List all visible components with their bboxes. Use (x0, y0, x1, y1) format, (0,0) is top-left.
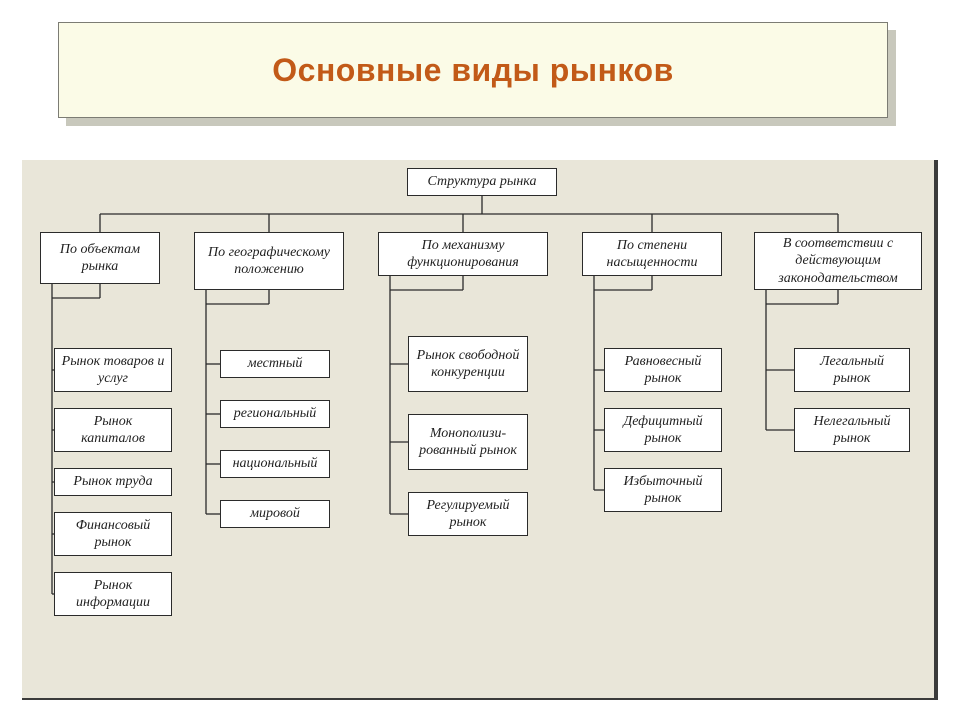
node-leaf-0-1: Рынок капиталов (54, 408, 172, 452)
node-leaf-3-1: Дефицитный рынок (604, 408, 722, 452)
node-leaf-1-1: региональный (220, 400, 330, 428)
title-text: Основные виды рынков (272, 52, 673, 89)
diagram-area: Структура рынка По объектам рынка Рынок то… (22, 160, 938, 700)
node-leaf-4-1: Нелегальный рынок (794, 408, 910, 452)
title-box: Основные виды рынков (58, 22, 888, 118)
node-leaf-1-3: мировой (220, 500, 330, 528)
node-leaf-0-2: Рынок труда (54, 468, 172, 496)
node-category-3: По степени насыщенности (582, 232, 722, 276)
node-category-4: В соответствии с действующим законодател… (754, 232, 922, 290)
node-leaf-3-0: Равновесный рынок (604, 348, 722, 392)
node-category-2: По механизму функционирования (378, 232, 548, 276)
node-leaf-2-0: Рынок свободной конкуренции (408, 336, 528, 392)
node-leaf-0-3: Финансовый рынок (54, 512, 172, 556)
node-leaf-2-1: Монополизи- рованный рынок (408, 414, 528, 470)
slide: Основные виды рынков Структура рынка По о… (0, 0, 960, 720)
node-leaf-4-0: Легальный рынок (794, 348, 910, 392)
node-category-0: По объектам рынка (40, 232, 160, 284)
node-category-1: По географическому положению (194, 232, 344, 290)
node-leaf-2-2: Регулируемый рынок (408, 492, 528, 536)
node-leaf-0-4: Рынок информации (54, 572, 172, 616)
node-leaf-0-0: Рынок товаров и услуг (54, 348, 172, 392)
node-leaf-1-2: национальный (220, 450, 330, 478)
node-leaf-3-2: Избыточный рынок (604, 468, 722, 512)
node-leaf-1-0: местный (220, 350, 330, 378)
node-root: Структура рынка (407, 168, 557, 196)
